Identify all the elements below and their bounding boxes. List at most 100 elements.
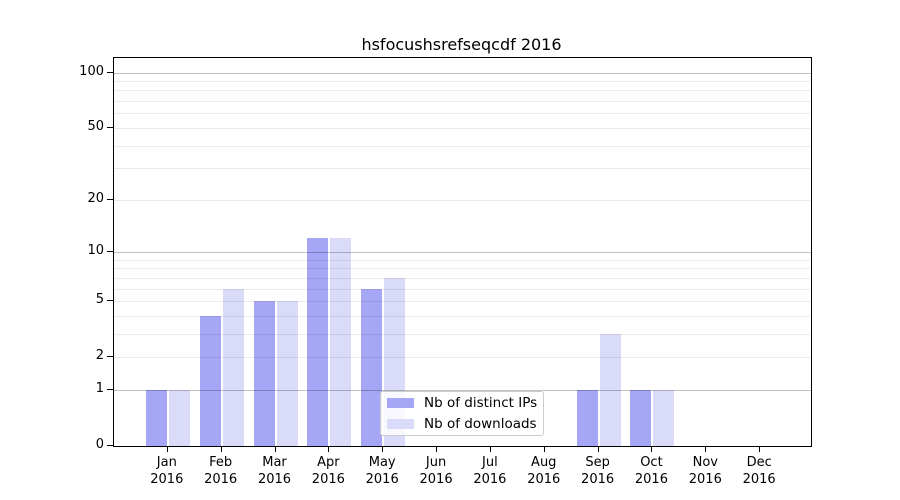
y-tick-label: 50 bbox=[87, 118, 104, 134]
minor-gridline bbox=[114, 259, 811, 261]
minor-gridline bbox=[114, 301, 811, 303]
month-label: Sep bbox=[585, 455, 610, 470]
bar-distinct-ips bbox=[199, 315, 221, 446]
y-tick-label: 1 bbox=[95, 380, 104, 396]
year-label: 2016 bbox=[419, 472, 453, 487]
y-tick-label: 100 bbox=[79, 63, 104, 79]
x-axis-tick bbox=[220, 446, 222, 452]
bar-downloads bbox=[168, 389, 190, 446]
x-tick-label: Sep 2016 bbox=[571, 454, 625, 488]
year-label: 2016 bbox=[473, 472, 507, 487]
major-gridline bbox=[114, 72, 811, 74]
bars-layer bbox=[114, 58, 811, 446]
distinct-ips-swatch-icon bbox=[387, 398, 414, 408]
y-axis-tick bbox=[107, 198, 113, 200]
x-axis-tick bbox=[436, 446, 438, 452]
legend-row-distinct-ips: Nb of distinct IPs bbox=[387, 395, 543, 412]
month-label: Apr bbox=[317, 455, 340, 470]
chart-title: hsfocushsrefseqcdf 2016 bbox=[361, 35, 562, 54]
bar-distinct-ips bbox=[361, 288, 383, 446]
y-axis-tick bbox=[107, 71, 113, 73]
x-tick-label: Dec 2016 bbox=[732, 454, 786, 488]
month-label: Jun bbox=[425, 455, 447, 470]
major-gridline bbox=[114, 251, 811, 253]
month-label: Oct bbox=[640, 455, 663, 470]
x-tick-label: Jun 2016 bbox=[409, 454, 463, 488]
bar-downloads bbox=[330, 238, 352, 446]
year-label: 2016 bbox=[634, 472, 668, 487]
y-tick-label: 0 bbox=[95, 437, 104, 452]
y-axis-tick bbox=[107, 126, 113, 128]
x-tick-label: Mar 2016 bbox=[248, 454, 302, 488]
y-axis-tick bbox=[107, 300, 113, 302]
minor-gridline bbox=[114, 145, 811, 147]
minor-gridline bbox=[114, 81, 811, 83]
legend-row-downloads: Nb of downloads bbox=[387, 416, 543, 433]
x-tick-label: Jul 2016 bbox=[463, 454, 517, 488]
x-axis-tick bbox=[651, 446, 653, 452]
year-label: 2016 bbox=[204, 472, 238, 487]
legend-label-distinct-ips: Nb of distinct IPs bbox=[424, 395, 538, 411]
x-axis-tick bbox=[705, 446, 707, 452]
minor-gridline bbox=[114, 268, 811, 270]
year-label: 2016 bbox=[742, 472, 776, 487]
year-label: 2016 bbox=[365, 472, 399, 487]
bar-distinct-ips bbox=[145, 389, 167, 446]
bar-distinct-ips bbox=[576, 389, 598, 446]
year-label: 2016 bbox=[581, 472, 615, 487]
minor-gridline bbox=[114, 168, 811, 170]
bar-distinct-ips bbox=[630, 389, 652, 446]
month-label: Aug bbox=[531, 455, 557, 470]
x-tick-label: Apr 2016 bbox=[301, 454, 355, 488]
minor-gridline bbox=[114, 288, 811, 290]
year-label: 2016 bbox=[150, 472, 184, 487]
y-axis-tick bbox=[107, 356, 113, 358]
x-axis-tick bbox=[489, 446, 491, 452]
legend-label-downloads: Nb of downloads bbox=[424, 416, 537, 432]
x-axis-tick bbox=[597, 446, 599, 452]
bar-downloads bbox=[276, 301, 298, 446]
month-label: Jul bbox=[482, 455, 498, 470]
x-tick-label: May 2016 bbox=[355, 454, 409, 488]
bar-distinct-ips bbox=[307, 238, 329, 446]
x-tick-label: Nov 2016 bbox=[678, 454, 732, 488]
x-axis-tick bbox=[759, 446, 761, 452]
major-gridline bbox=[114, 389, 811, 391]
bar-downloads bbox=[653, 389, 675, 446]
x-axis-tick bbox=[274, 446, 276, 452]
year-label: 2016 bbox=[527, 472, 561, 487]
x-axis-tick bbox=[328, 446, 330, 452]
minor-gridline bbox=[114, 199, 811, 201]
bar-downloads bbox=[599, 333, 621, 446]
legend: Nb of distinct IPs Nb of downloads bbox=[380, 391, 544, 436]
minor-gridline bbox=[114, 333, 811, 335]
x-axis-tick bbox=[166, 446, 168, 452]
month-label: Jan bbox=[156, 455, 177, 470]
x-axis-tick bbox=[543, 446, 545, 452]
x-tick-label: Jan 2016 bbox=[140, 454, 194, 488]
year-label: 2016 bbox=[311, 472, 345, 487]
downloads-swatch-icon bbox=[387, 419, 414, 429]
y-tick-label: 20 bbox=[87, 190, 104, 206]
month-label: Nov bbox=[692, 455, 718, 470]
y-tick-label: 2 bbox=[95, 348, 104, 364]
y-axis-tick bbox=[107, 250, 113, 252]
x-tick-label: Feb 2016 bbox=[194, 454, 248, 488]
minor-gridline bbox=[114, 101, 811, 103]
year-label: 2016 bbox=[688, 472, 722, 487]
y-tick-label: 10 bbox=[87, 242, 104, 258]
minor-gridline bbox=[114, 315, 811, 317]
minor-gridline bbox=[114, 113, 811, 115]
y-axis-tick bbox=[107, 388, 113, 390]
minor-gridline bbox=[114, 90, 811, 92]
year-label: 2016 bbox=[257, 472, 292, 487]
bar-distinct-ips bbox=[253, 301, 275, 446]
plot-area bbox=[113, 57, 812, 447]
month-label: May bbox=[368, 455, 396, 470]
bar-downloads bbox=[222, 288, 244, 446]
x-axis-tick bbox=[382, 446, 384, 452]
minor-gridline bbox=[114, 357, 811, 359]
x-tick-label: Oct 2016 bbox=[624, 454, 678, 488]
grid-layer bbox=[114, 58, 811, 446]
